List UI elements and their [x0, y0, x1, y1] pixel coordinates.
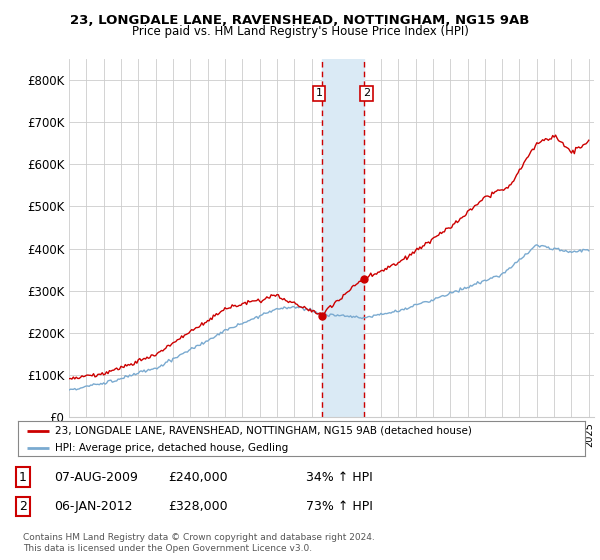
- Text: 2: 2: [363, 88, 370, 99]
- Text: 06-JAN-2012: 06-JAN-2012: [54, 500, 133, 514]
- Text: 73% ↑ HPI: 73% ↑ HPI: [306, 500, 373, 514]
- Text: HPI: Average price, detached house, Gedling: HPI: Average price, detached house, Gedl…: [55, 443, 288, 453]
- Text: Price paid vs. HM Land Registry's House Price Index (HPI): Price paid vs. HM Land Registry's House …: [131, 25, 469, 38]
- Text: 1: 1: [316, 88, 323, 99]
- Text: 23, LONGDALE LANE, RAVENSHEAD, NOTTINGHAM, NG15 9AB (detached house): 23, LONGDALE LANE, RAVENSHEAD, NOTTINGHA…: [55, 426, 472, 436]
- Text: 07-AUG-2009: 07-AUG-2009: [54, 470, 138, 484]
- Text: Contains HM Land Registry data © Crown copyright and database right 2024.
This d: Contains HM Land Registry data © Crown c…: [23, 533, 374, 553]
- Text: £240,000: £240,000: [168, 470, 227, 484]
- Text: 1: 1: [19, 470, 27, 484]
- Text: 2: 2: [19, 500, 27, 514]
- Text: 23, LONGDALE LANE, RAVENSHEAD, NOTTINGHAM, NG15 9AB: 23, LONGDALE LANE, RAVENSHEAD, NOTTINGHA…: [70, 14, 530, 27]
- Bar: [322, 59, 364, 417]
- Text: £328,000: £328,000: [168, 500, 227, 514]
- Text: 34% ↑ HPI: 34% ↑ HPI: [306, 470, 373, 484]
